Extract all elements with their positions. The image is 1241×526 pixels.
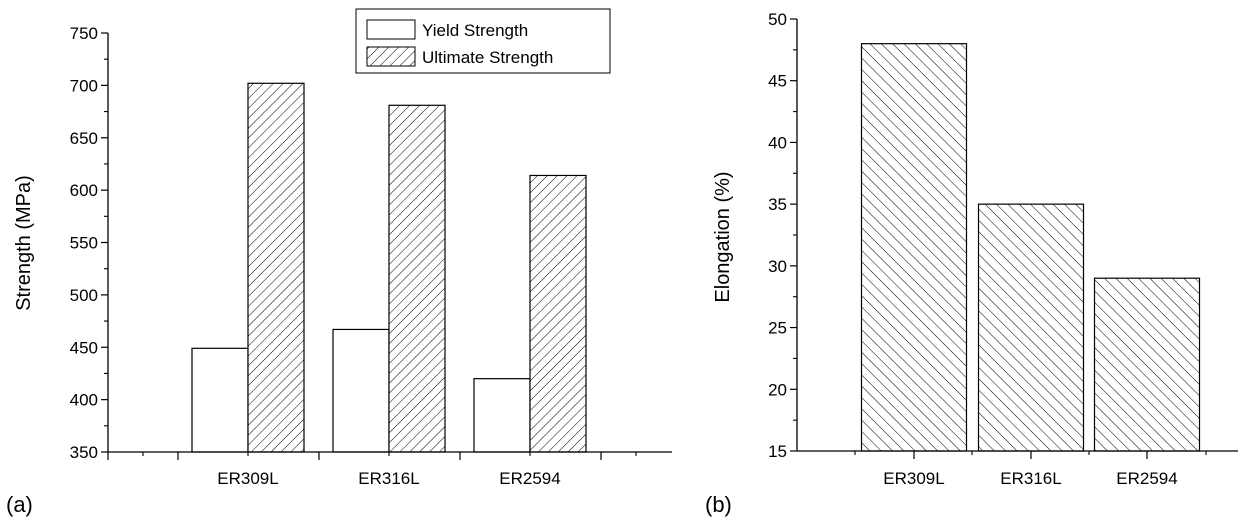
y-tick-label-b: 35 [768,195,787,214]
bars-b [860,43,1201,452]
y-tick-label-a: 500 [70,286,98,305]
x-category-label-b: ER316L [1000,469,1061,488]
bar-ultimate-er316l [388,104,446,453]
y-axis-label-b: Elongation (%) [712,171,734,302]
x-category-label-b: ER309L [883,469,944,488]
legend-swatch-ultimate [366,46,416,67]
y-axis-label-a: Strength (MPa) [13,175,35,311]
axes-a [107,33,672,460]
legend-label-ultimate: Ultimate Strength [422,48,553,67]
bar-elongation-er309l [860,43,968,452]
y-tick-label-a: 750 [70,24,98,43]
chart-a: 350 400 450 500 550 600 650 700 750 ER309L ER316L… [6,8,672,517]
legend-label-yield: Yield Strength [422,21,528,40]
y-tick-label-a: 400 [70,391,98,410]
y-tick-label-b: 50 [768,10,787,29]
y-tick-label-b: 45 [768,72,787,91]
y-axis-ticks-a: 350 400 450 500 550 600 650 700 750 [70,24,108,462]
x-category-label-a: ER2594 [499,469,560,488]
legend-swatch-yield [366,19,416,40]
x-category-label-a: ER316L [358,469,419,488]
y-tick-label-b: 30 [768,257,787,276]
y-tick-label-a: 450 [70,338,98,357]
category-labels-a: ER309L ER316L ER2594 [217,469,560,488]
y-tick-label-b: 25 [768,319,787,338]
legend: Yield Strength Ultimate Strength [355,8,611,74]
panel-label-b: (b) [705,492,732,517]
y-axis-ticks-b: 15 20 25 30 35 40 45 50 [768,10,797,461]
y-tick-label-a: 600 [70,181,98,200]
panel-label-a: (a) [6,492,33,517]
bar-yield-er309l [191,347,249,453]
bars-a [191,82,587,453]
x-category-label-a: ER309L [217,469,278,488]
y-tick-label-a: 550 [70,234,98,253]
bar-ultimate-er2594 [529,174,587,453]
y-tick-label-b: 15 [768,442,787,461]
y-tick-label-a: 700 [70,76,98,95]
bar-yield-er2594 [473,378,531,453]
bar-yield-er316l [332,328,390,453]
x-category-label-b: ER2594 [1116,469,1177,488]
y-tick-label-b: 40 [768,133,787,152]
y-tick-label-a: 350 [70,443,98,462]
bar-elongation-er316l [977,203,1085,452]
y-tick-label-b: 20 [768,380,787,399]
y-tick-label-a: 650 [70,129,98,148]
category-labels-b: ER309L ER316L ER2594 [883,469,1177,488]
chart-b: 15 20 25 30 35 40 45 50 ER309L ER316L ER2594 Elon… [705,10,1238,517]
bar-ultimate-er309l [247,82,305,453]
axes-b [796,19,1238,459]
bar-elongation-er2594 [1093,277,1201,452]
